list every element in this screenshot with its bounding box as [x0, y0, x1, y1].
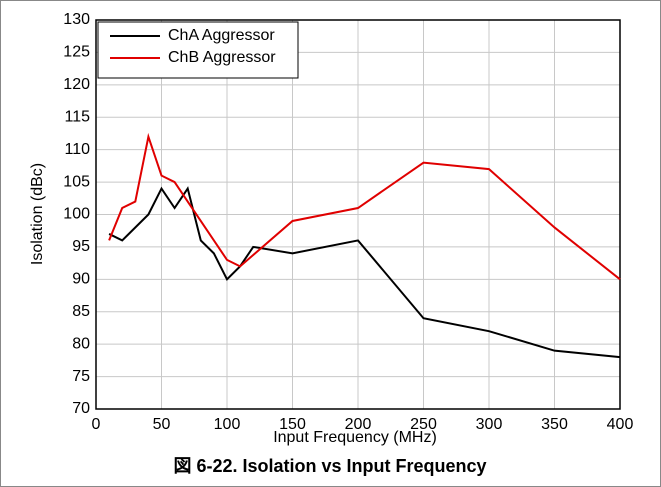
- y-tick-label: 70: [72, 400, 90, 417]
- x-tick-label: 200: [345, 416, 372, 433]
- x-tick-label: 150: [279, 416, 306, 433]
- x-tick-label: 350: [541, 416, 568, 433]
- y-tick-label: 110: [64, 141, 90, 158]
- x-tick-label: 0: [92, 416, 101, 433]
- legend-label: ChB Aggressor: [168, 49, 276, 66]
- y-tick-label: 120: [63, 76, 90, 93]
- x-tick-label: 400: [607, 416, 634, 433]
- y-tick-label: 75: [72, 368, 90, 385]
- y-tick-label: 100: [63, 206, 90, 223]
- y-tick-label: 95: [72, 238, 90, 255]
- x-tick-label: 300: [476, 416, 503, 433]
- y-tick-label: 80: [72, 335, 90, 352]
- y-tick-label: 125: [63, 44, 90, 61]
- y-tick-label: 130: [63, 11, 90, 28]
- y-tick-label: 105: [63, 173, 90, 190]
- x-tick-label: 100: [214, 416, 241, 433]
- x-tick-label: 250: [410, 416, 437, 433]
- series-line: [108, 186, 621, 359]
- y-axis-label: Isolation (dBc): [29, 163, 46, 265]
- caption: 図 6-22. Isolation vs Input Frequency: [173, 456, 486, 476]
- y-tick-label: 90: [72, 271, 90, 288]
- y-tick-label: 115: [64, 108, 90, 125]
- plot-border: [95, 19, 621, 410]
- x-tick-label: 50: [153, 416, 171, 433]
- series-line: [108, 132, 621, 281]
- y-tick-label: 85: [72, 303, 90, 320]
- legend-label: ChA Aggressor: [168, 27, 275, 44]
- x-axis-label: Input Frequency (MHz): [273, 429, 437, 446]
- legend-box: [97, 21, 299, 79]
